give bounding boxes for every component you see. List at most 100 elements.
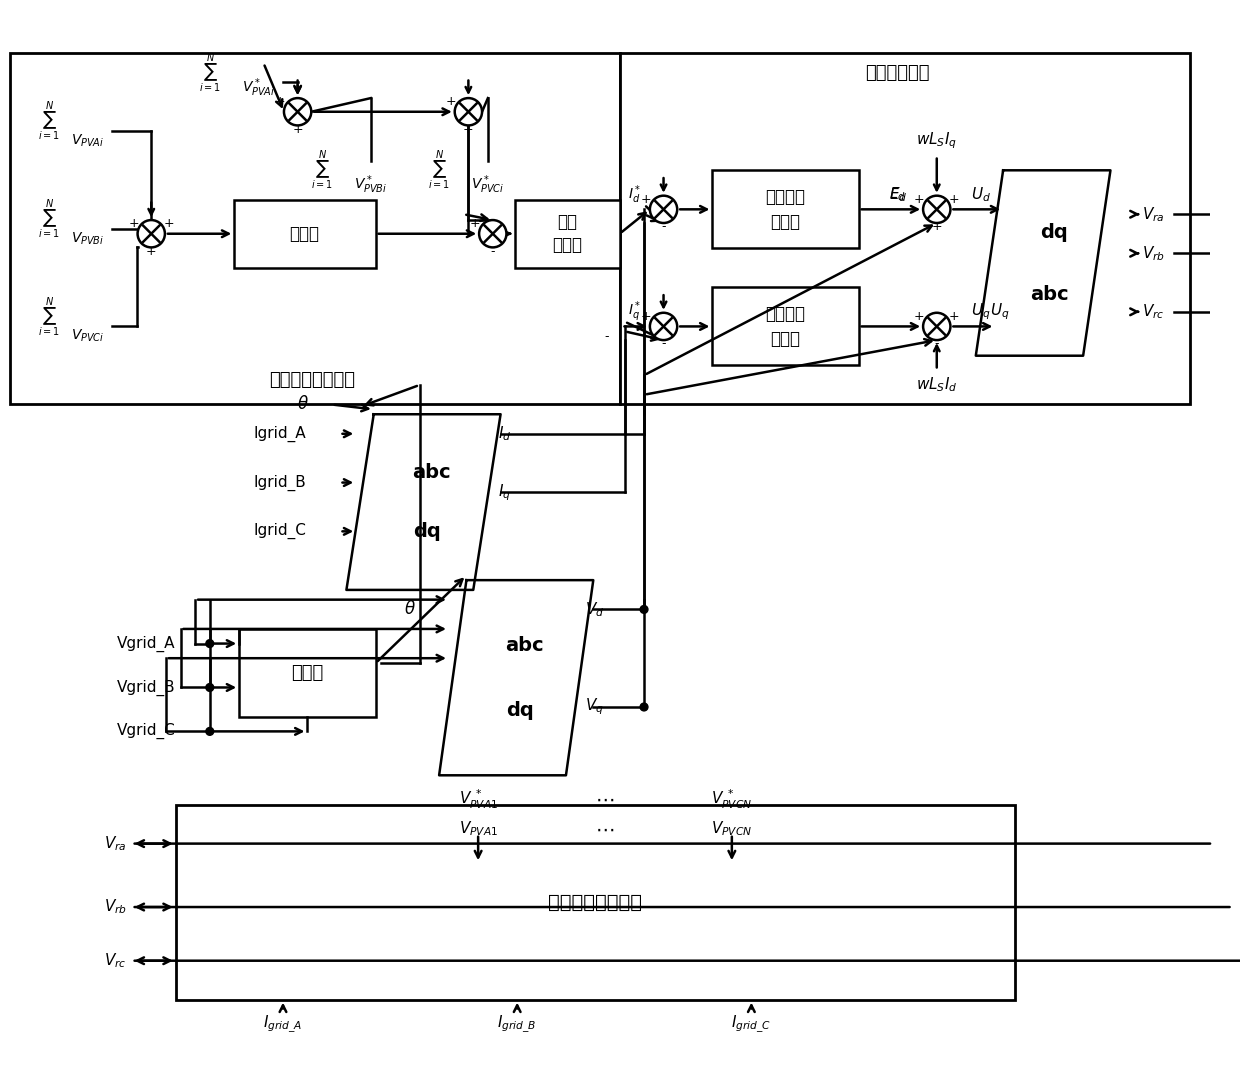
Text: abc: abc (412, 464, 450, 482)
Text: 调节器: 调节器 (770, 331, 801, 348)
Text: $I_{grid\_A}$: $I_{grid\_A}$ (263, 1014, 303, 1034)
Text: 调节器: 调节器 (552, 237, 582, 254)
Circle shape (206, 684, 213, 692)
Text: $\cdots$: $\cdots$ (595, 790, 615, 810)
Text: $I_d^*$: $I_d^*$ (627, 183, 641, 206)
Text: Vgrid_C: Vgrid_C (117, 723, 176, 740)
Text: $V_{rc}$: $V_{rc}$ (1142, 302, 1164, 321)
Text: $\sum_{i=1}^{N}$: $\sum_{i=1}^{N}$ (428, 148, 450, 192)
Text: $V_{ra}$: $V_{ra}$ (1142, 205, 1164, 224)
Text: -: - (935, 337, 939, 350)
Text: -: - (605, 329, 609, 343)
Text: $\sum_{i=1}^{N}$: $\sum_{i=1}^{N}$ (198, 51, 221, 95)
Text: $I_q^*$: $I_q^*$ (627, 300, 641, 324)
Bar (516, 200, 620, 268)
Text: 网侧电流控制: 网侧电流控制 (866, 63, 930, 82)
Text: $V_{PVA1}$: $V_{PVA1}$ (459, 819, 497, 838)
Text: 总直流侧电压控制: 总直流侧电压控制 (269, 371, 355, 389)
Text: $V_q$: $V_q$ (585, 697, 604, 717)
Polygon shape (976, 170, 1111, 356)
Text: $V_{ra}$: $V_{ra}$ (104, 835, 126, 853)
Text: $V_{rb}$: $V_{rb}$ (1142, 244, 1164, 263)
Text: +: + (931, 220, 942, 233)
Text: +: + (275, 96, 285, 108)
Text: $V_{PVCN}^{\;*}$: $V_{PVCN}^{\;*}$ (712, 788, 753, 812)
Text: $E_d$: $E_d$ (889, 185, 906, 204)
Text: Vgrid_A: Vgrid_A (117, 635, 176, 651)
Text: $V^*_{PVBi}$: $V^*_{PVBi}$ (355, 173, 387, 196)
Text: $V_{PVAi}$: $V_{PVAi}$ (71, 133, 104, 149)
Text: +: + (146, 244, 156, 257)
Text: -: - (491, 244, 495, 257)
Circle shape (206, 639, 213, 647)
Text: dq: dq (413, 521, 441, 541)
Bar (10, 53, 620, 405)
Text: dq: dq (1040, 224, 1068, 242)
Text: +: + (445, 96, 456, 108)
Bar (176, 804, 1014, 999)
Text: $\theta$: $\theta$ (296, 396, 309, 413)
Text: +: + (293, 123, 303, 135)
Text: +: + (949, 193, 960, 206)
Text: -: - (661, 220, 666, 233)
Text: +: + (164, 217, 174, 230)
Text: 有功电流: 有功电流 (765, 188, 806, 205)
Text: +: + (914, 310, 925, 323)
Circle shape (206, 728, 213, 735)
Circle shape (455, 98, 482, 125)
Text: $\sum_{i=1}^{N}$: $\sum_{i=1}^{N}$ (38, 295, 60, 338)
Text: $V^*_{PVCi}$: $V^*_{PVCi}$ (471, 173, 505, 196)
Text: $\sum_{i=1}^{N}$: $\sum_{i=1}^{N}$ (38, 99, 60, 144)
Circle shape (640, 606, 649, 613)
Circle shape (650, 313, 677, 340)
Text: Igrid_B: Igrid_B (254, 475, 306, 491)
Text: $V^*_{PVAi}$: $V^*_{PVAi}$ (242, 76, 275, 98)
Text: +: + (641, 193, 651, 206)
Polygon shape (346, 415, 501, 590)
Text: +: + (463, 123, 474, 135)
Text: abc: abc (1029, 285, 1069, 303)
Circle shape (284, 98, 311, 125)
Text: $V_{rb}$: $V_{rb}$ (104, 898, 126, 916)
Circle shape (923, 195, 950, 223)
Text: abc: abc (505, 636, 543, 655)
Bar (234, 200, 376, 268)
Text: +: + (470, 217, 481, 230)
Text: $U_q$: $U_q$ (971, 301, 991, 322)
Text: dq: dq (506, 702, 534, 720)
Bar (712, 287, 859, 365)
Text: +: + (914, 193, 925, 206)
Text: $wL_SI_d$: $wL_SI_d$ (916, 375, 957, 394)
Circle shape (640, 703, 649, 711)
Text: -: - (661, 337, 666, 350)
Text: $U_q$: $U_q$ (991, 301, 1009, 322)
Text: +: + (129, 217, 139, 230)
Bar (239, 628, 376, 717)
Text: $V_{PVA1}^{\;*}$: $V_{PVA1}^{\;*}$ (459, 788, 497, 812)
Text: 锁相环: 锁相环 (291, 663, 324, 682)
Text: $V_d$: $V_d$ (585, 600, 605, 619)
Circle shape (650, 195, 677, 223)
Text: $V_{PVCi}$: $V_{PVCi}$ (71, 328, 104, 345)
Bar (712, 170, 859, 249)
Text: $I_{grid\_B}$: $I_{grid\_B}$ (497, 1014, 537, 1034)
Text: $\cdots$: $\cdots$ (595, 819, 615, 839)
Text: $I_d$: $I_d$ (497, 424, 511, 443)
Text: Igrid_A: Igrid_A (254, 425, 306, 442)
Text: $\theta$: $\theta$ (404, 600, 415, 619)
Text: +: + (949, 310, 960, 323)
Text: 调节器: 调节器 (770, 213, 801, 231)
Text: $U_d$: $U_d$ (971, 185, 991, 204)
Text: $V_{PVBi}$: $V_{PVBi}$ (71, 230, 104, 247)
Text: $I_q$: $I_q$ (497, 482, 511, 503)
Text: +: + (641, 310, 651, 323)
Text: $V_{PVCN}$: $V_{PVCN}$ (712, 819, 753, 838)
Text: $\sum_{i=1}^{N}$: $\sum_{i=1}^{N}$ (311, 148, 334, 192)
Text: 相间功率平衡控制: 相间功率平衡控制 (548, 892, 642, 912)
Circle shape (138, 220, 165, 248)
Text: $E_d$: $E_d$ (889, 187, 906, 203)
Text: $wL_SI_q$: $wL_SI_q$ (916, 131, 957, 152)
Text: $V_{rc}$: $V_{rc}$ (104, 951, 126, 970)
Text: $\sum_{i=1}^{N}$: $\sum_{i=1}^{N}$ (38, 197, 60, 241)
Bar (620, 53, 1190, 405)
